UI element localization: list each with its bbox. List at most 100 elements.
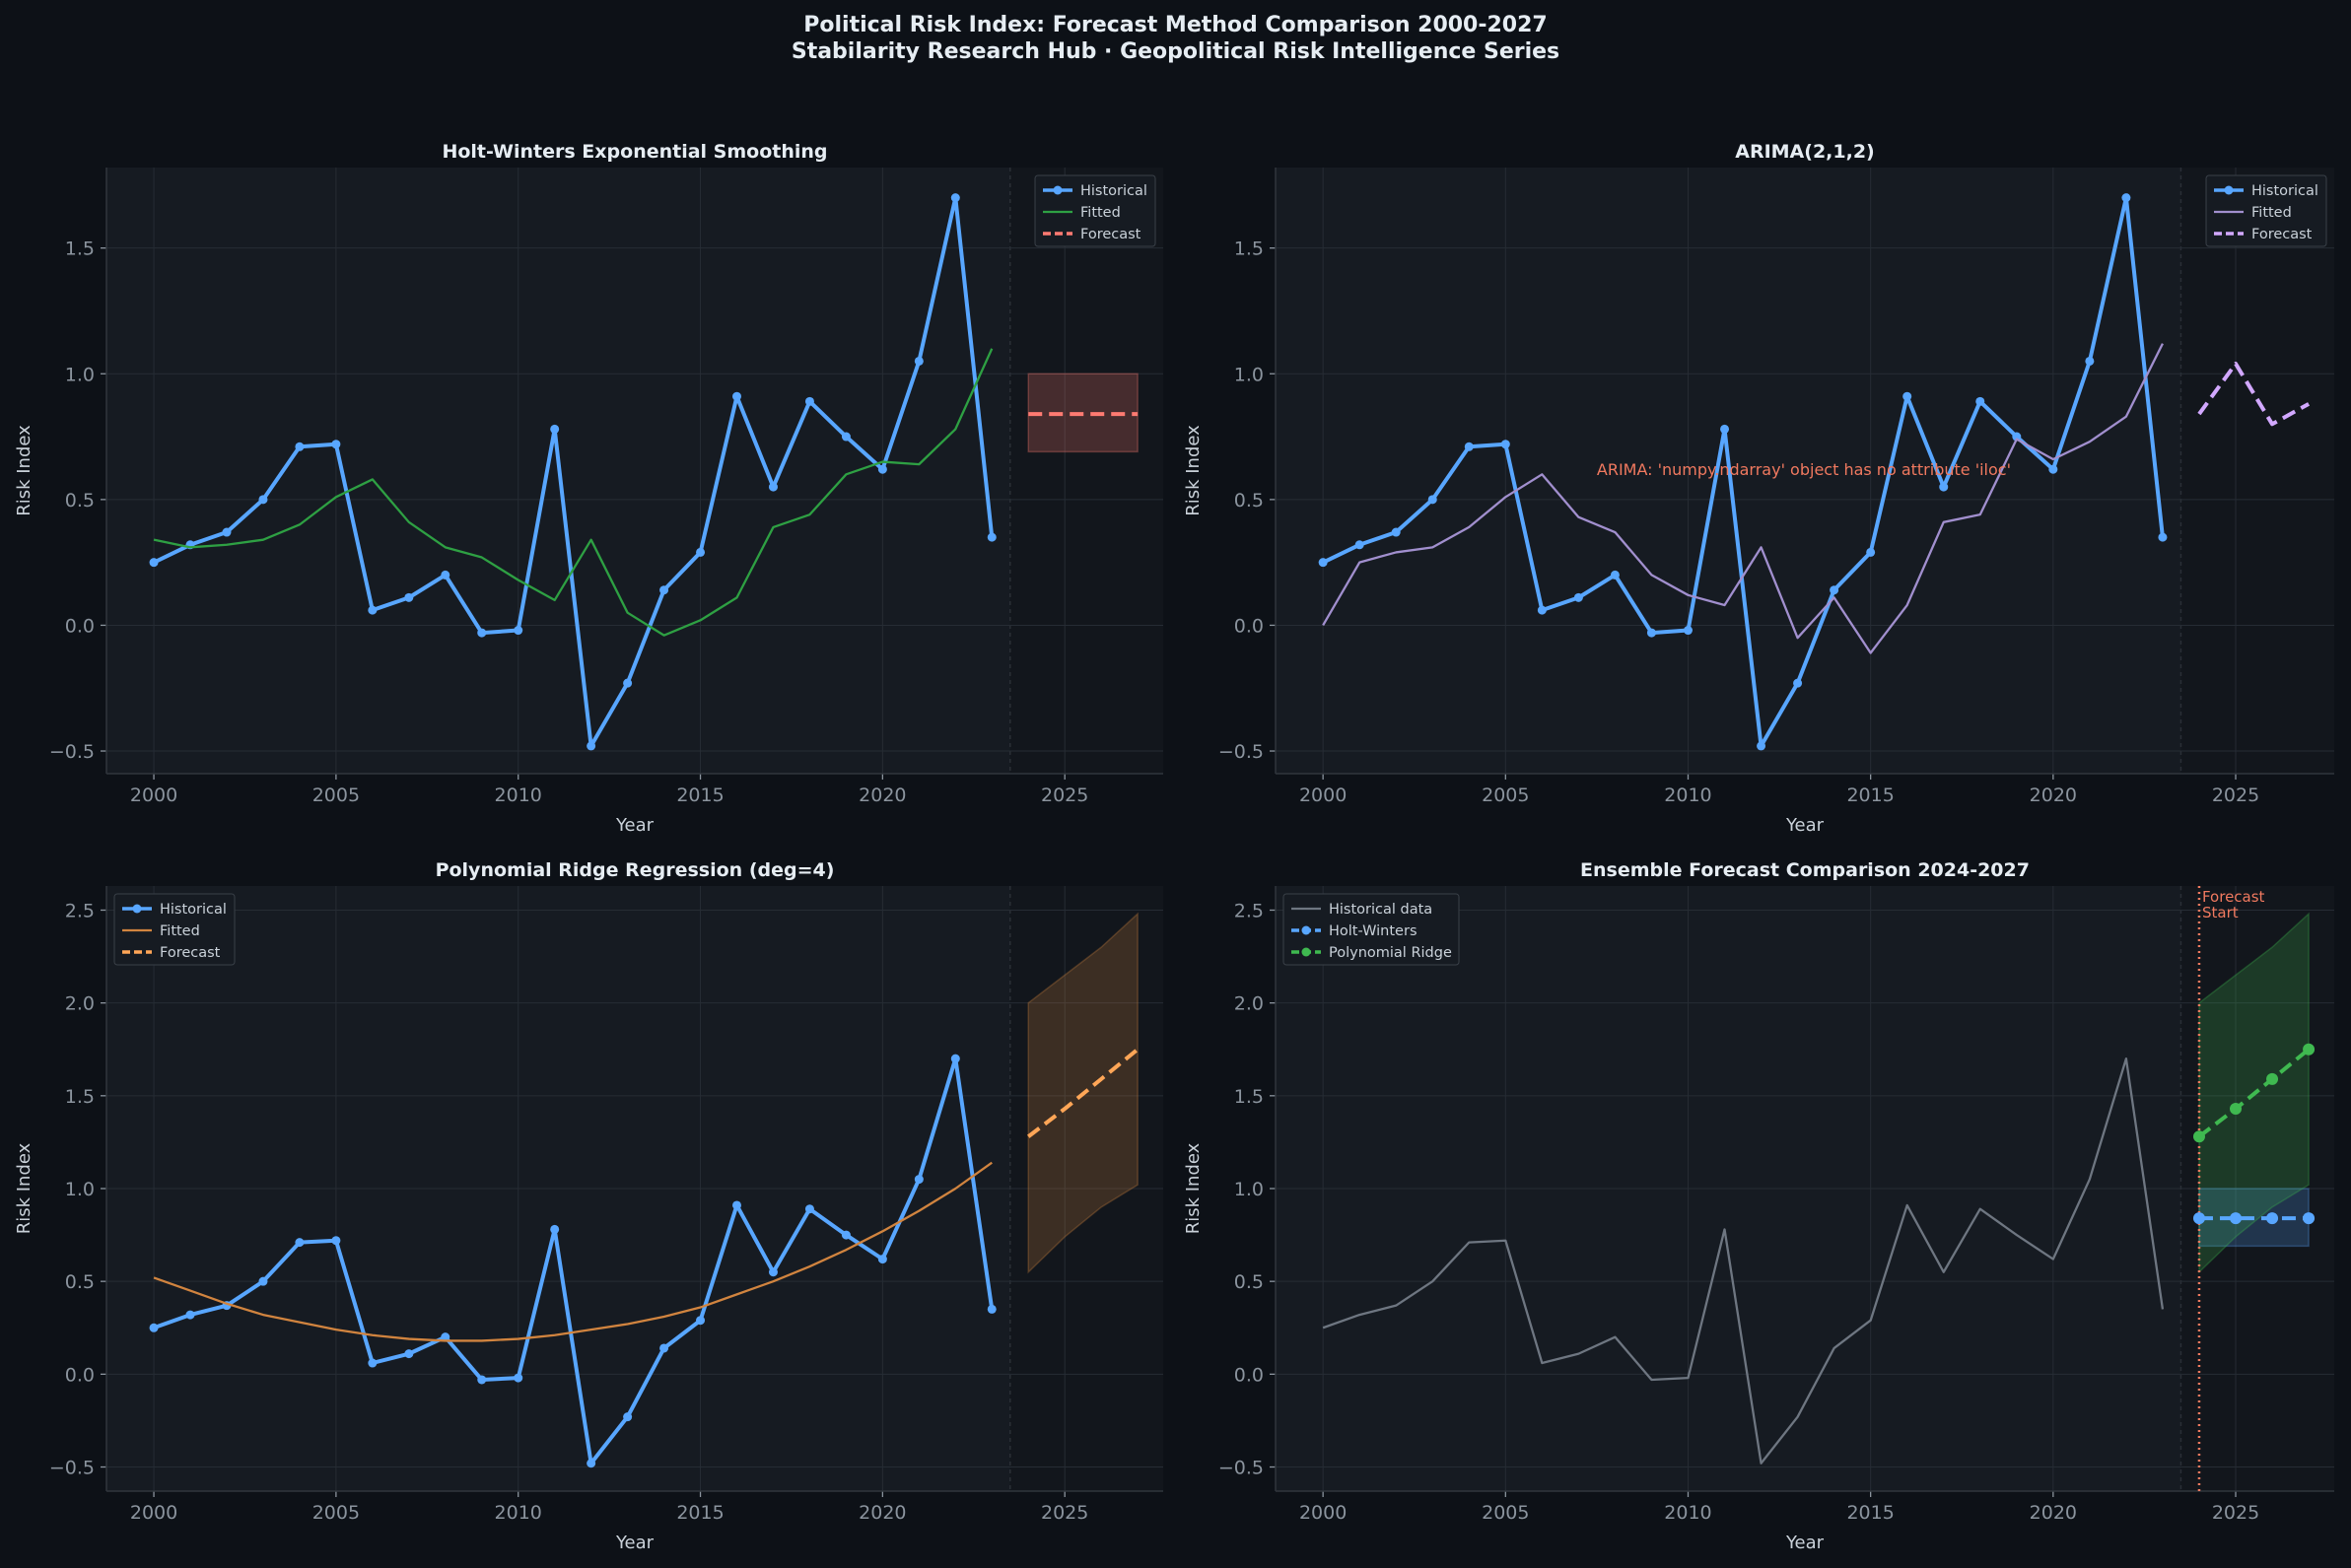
y-tick-label: 1.0 xyxy=(65,364,95,385)
data-point xyxy=(2121,193,2131,203)
data-point xyxy=(1793,678,1803,688)
data-point xyxy=(514,626,523,636)
data-point xyxy=(1757,741,1766,751)
x-tick-label: 2025 xyxy=(2212,784,2259,806)
y-tick-label: −0.5 xyxy=(1218,1458,1264,1479)
subplot-1: 2000 2005 2010 2015 2020 2025 −0.5 0.0 0.5 1.0 1.5… xyxy=(14,141,1163,836)
series-line-historical xyxy=(153,1057,995,1466)
legend: Historical data Holt-Winters Polynomial Ri… xyxy=(1282,893,1460,966)
legend-box xyxy=(1034,174,1156,247)
y-tick-label: 1.5 xyxy=(65,239,95,260)
y-tick-label: 0.0 xyxy=(65,1364,95,1386)
plot-area xyxy=(106,168,1163,774)
data-point xyxy=(2303,1043,2316,1056)
y-tick-label: 0.0 xyxy=(1234,615,1264,637)
series-line-historical-data xyxy=(1322,1057,2165,1465)
y-tick-label: 0.0 xyxy=(1234,1364,1264,1386)
x-tick-label: 2005 xyxy=(312,784,360,806)
data-point xyxy=(623,1412,633,1422)
subplot-3: 2000 2005 2010 2015 2020 2025 −0.5 0.0 0.5 1.0 1.5… xyxy=(14,859,1163,1553)
data-point xyxy=(1464,442,1474,451)
data-point xyxy=(1902,391,1912,401)
legend-label: Fitted xyxy=(1080,205,1121,221)
data-point xyxy=(732,391,742,401)
legend-label: Holt-Winters xyxy=(1329,923,1418,939)
legend: Historical Fitted Forecast xyxy=(113,893,236,966)
data-point xyxy=(987,532,997,542)
y-axis-label: Risk Index xyxy=(1183,425,1204,516)
x-tick-label: 2015 xyxy=(1846,784,1894,806)
data-point xyxy=(514,1373,523,1383)
data-point xyxy=(185,1310,195,1320)
series-line-fitted xyxy=(153,1161,993,1342)
y-tick-label: 0.5 xyxy=(65,1271,95,1293)
legend-label: Historical xyxy=(2251,183,2318,199)
data-point xyxy=(950,193,960,203)
y-tick-label: 0.5 xyxy=(1234,490,1264,511)
x-tick-label: 2020 xyxy=(2030,1502,2077,1524)
data-point xyxy=(1537,605,1547,615)
data-point xyxy=(1318,558,1328,568)
data-point xyxy=(404,592,414,602)
series-line-historical xyxy=(153,195,995,748)
y-tick-label: 2.5 xyxy=(1234,900,1264,921)
error-annotation: ARIMA: 'numpy.ndarray' object has no att… xyxy=(1597,460,2011,479)
data-point xyxy=(258,1276,268,1286)
data-point xyxy=(1720,424,1730,434)
data-point xyxy=(1683,626,1693,636)
data-point xyxy=(2192,1212,2205,1225)
y-tick-label: −0.5 xyxy=(49,741,95,763)
y-tick-label: −0.5 xyxy=(1218,741,1264,763)
legend-label: Historical data xyxy=(1329,902,1432,918)
x-tick-label: 2010 xyxy=(1664,784,1711,806)
y-tick-label: 2.0 xyxy=(65,993,95,1015)
data-point xyxy=(1646,628,1656,638)
data-point xyxy=(1830,585,1839,595)
y-tick-label: −0.5 xyxy=(49,1458,95,1479)
data-point xyxy=(987,1304,997,1314)
y-axis-label: Risk Index xyxy=(14,425,35,516)
data-point xyxy=(587,741,596,751)
legend-label: Historical xyxy=(1080,183,1147,199)
data-point xyxy=(696,1316,706,1326)
x-tick-label: 2010 xyxy=(495,784,542,806)
x-tick-label: 2000 xyxy=(130,1502,177,1524)
data-point xyxy=(2048,464,2058,474)
series-line-fitted xyxy=(153,348,994,637)
data-point xyxy=(914,1175,924,1185)
data-point xyxy=(587,1459,596,1468)
x-tick-label: 2020 xyxy=(2030,784,2077,806)
legend-label: Fitted xyxy=(2251,205,2292,221)
x-tick-label: 2015 xyxy=(676,784,724,806)
y-tick-label: 2.5 xyxy=(65,900,95,921)
data-point xyxy=(1391,527,1401,537)
x-tick-label: 2020 xyxy=(859,784,906,806)
data-point xyxy=(477,1375,487,1385)
legend-label: Polynomial Ridge xyxy=(1329,945,1452,961)
suptitle-line-2: Stabilarity Research Hub · Geopolitical … xyxy=(791,39,1560,64)
y-tick-label: 1.0 xyxy=(1234,1179,1264,1200)
data-point xyxy=(2192,1130,2205,1143)
data-point xyxy=(550,1224,560,1234)
subplot-title: ARIMA(2,1,2) xyxy=(1735,141,1874,163)
data-point xyxy=(877,464,887,474)
data-point xyxy=(1354,540,1364,550)
data-point xyxy=(696,547,706,557)
data-point xyxy=(1975,396,1985,406)
data-point xyxy=(368,605,378,615)
y-tick-label: 1.5 xyxy=(65,1086,95,1108)
data-point xyxy=(2266,1212,2279,1225)
legend-marker xyxy=(2224,185,2234,195)
data-point xyxy=(331,440,341,449)
x-axis-label: Year xyxy=(615,815,655,836)
data-point xyxy=(659,1343,669,1353)
data-point xyxy=(2158,532,2168,542)
forecast-start-label: Start xyxy=(2202,904,2239,921)
data-point xyxy=(149,558,159,568)
data-point xyxy=(441,1332,450,1342)
legend-box xyxy=(1282,893,1460,966)
y-tick-label: 0.5 xyxy=(65,490,95,511)
x-tick-label: 2005 xyxy=(1482,1502,1529,1524)
data-point xyxy=(258,495,268,505)
x-tick-label: 2000 xyxy=(130,784,177,806)
